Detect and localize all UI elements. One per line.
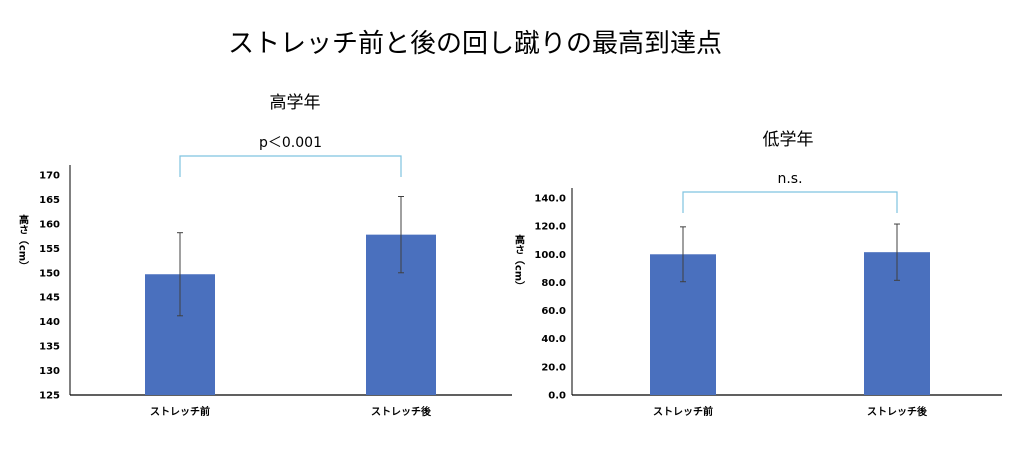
y-tick-label: 140.0	[534, 194, 566, 205]
y-tick-label: 100.0	[534, 250, 566, 261]
y-tick-label: 0.0	[548, 391, 566, 402]
y-axis-label: 高さ（cm）	[513, 234, 526, 292]
y-tick-label: 140	[39, 317, 60, 328]
y-tick-label: 130	[39, 366, 60, 377]
y-tick-label: 170	[39, 171, 60, 182]
significance-bracket	[682, 191, 898, 213]
y-tick-label: 120.0	[534, 222, 566, 233]
x-category-label: ストレッチ後	[371, 405, 432, 418]
y-tick-label: 160	[39, 219, 60, 230]
x-category-label: ストレッチ前	[150, 405, 210, 418]
chart-title: 低学年	[763, 130, 814, 150]
x-category-label: ストレッチ前	[653, 405, 713, 418]
y-axis-label: 高さ（cm）	[17, 214, 30, 272]
chart-title: 高学年	[270, 93, 321, 113]
y-tick-label: 60.0	[541, 306, 566, 317]
y-tick-label: 80.0	[541, 278, 566, 289]
y-tick-label: 40.0	[541, 334, 566, 345]
y-tick-label: 165	[39, 195, 60, 206]
significance-label: p＜0.001	[259, 135, 322, 151]
y-tick-label: 135	[39, 342, 60, 353]
y-tick-label: 155	[39, 244, 60, 255]
y-tick-label: 20.0	[541, 362, 566, 373]
significance-label: n.s.	[777, 171, 802, 187]
figure-title: ストレッチ前と後の回し蹴りの最高到達点	[228, 29, 722, 59]
y-tick-label: 150	[39, 268, 60, 279]
y-tick-label: 125	[39, 391, 60, 402]
significance-bracket	[179, 155, 402, 177]
y-tick-label: 145	[39, 293, 60, 304]
x-category-label: ストレッチ後	[867, 405, 928, 418]
